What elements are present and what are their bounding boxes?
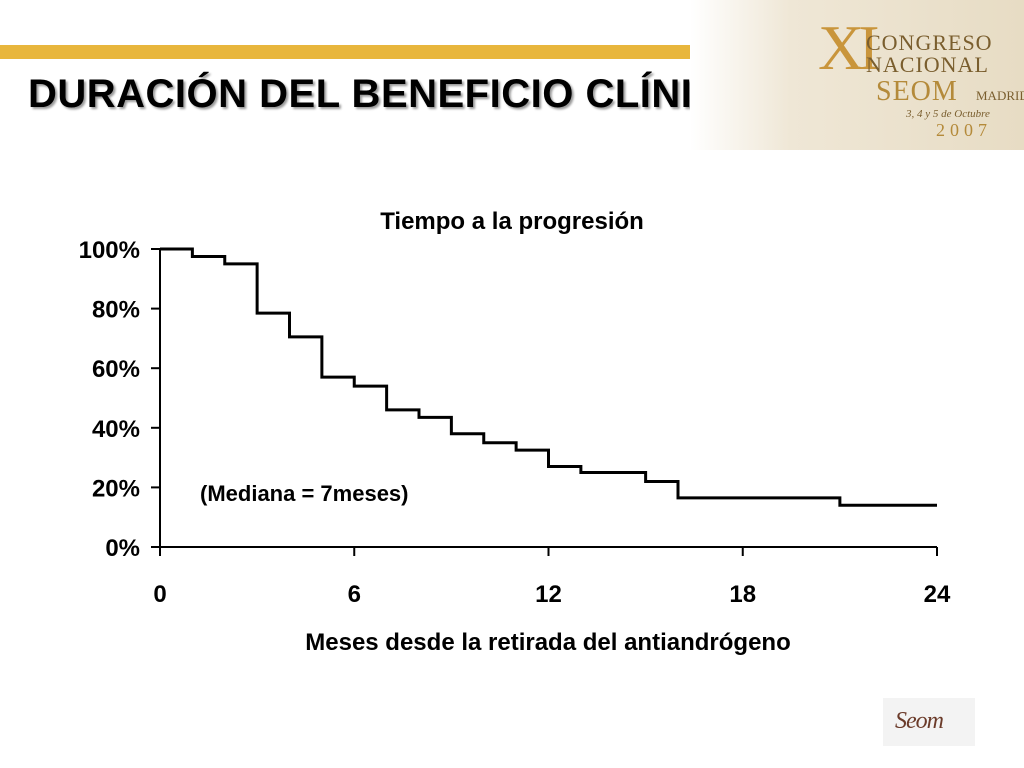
logo-dates-text: 3, 4 y 5 de Octubre — [906, 108, 990, 120]
y-tick-label: 20% — [92, 475, 140, 502]
header-accent-bar — [0, 45, 860, 59]
median-annotation: (Mediana = 7meses) — [200, 481, 408, 506]
y-tick-label: 40% — [92, 416, 140, 443]
logo-numeral: XI — [818, 12, 879, 83]
page-title: DURACIÓN DEL BENEFICIO CLÍNICO — [28, 72, 754, 116]
logo-year-text: 2007 — [936, 120, 992, 140]
x-axis-label: Meses desde la retirada del antiandrógen… — [305, 629, 790, 656]
seom-footer-logo-text: Seom — [895, 708, 944, 734]
logo-madrid-text: MADRID — [976, 88, 1024, 103]
chart-title: Tiempo a la progresión — [380, 208, 644, 235]
x-tick-label: 0 — [153, 581, 166, 608]
congress-logo: XI CONGRESO NACIONAL SEOM MADRID 3, 4 y … — [690, 0, 1024, 150]
logo-seom-text: SEOM — [876, 76, 958, 107]
x-tick-label: 6 — [348, 581, 361, 608]
logo-nacional-text: NACIONAL — [866, 52, 989, 77]
seom-footer-logo: Seom — [883, 698, 975, 746]
x-tick-label: 12 — [535, 581, 562, 608]
x-tick-label: 18 — [729, 581, 756, 608]
y-tick-label: 100% — [79, 237, 140, 264]
y-tick-label: 80% — [92, 297, 140, 324]
y-tick-label: 0% — [105, 535, 140, 562]
x-ticks: 0 6 12 18 24 — [153, 547, 951, 608]
logo-congreso-text: CONGRESO — [866, 30, 993, 55]
survival-step-line — [160, 247, 937, 507]
y-tick-label: 60% — [92, 356, 140, 383]
x-tick-label: 24 — [924, 581, 951, 608]
y-ticks: 0% 20% 40% 60% 80% 100% — [79, 237, 160, 562]
